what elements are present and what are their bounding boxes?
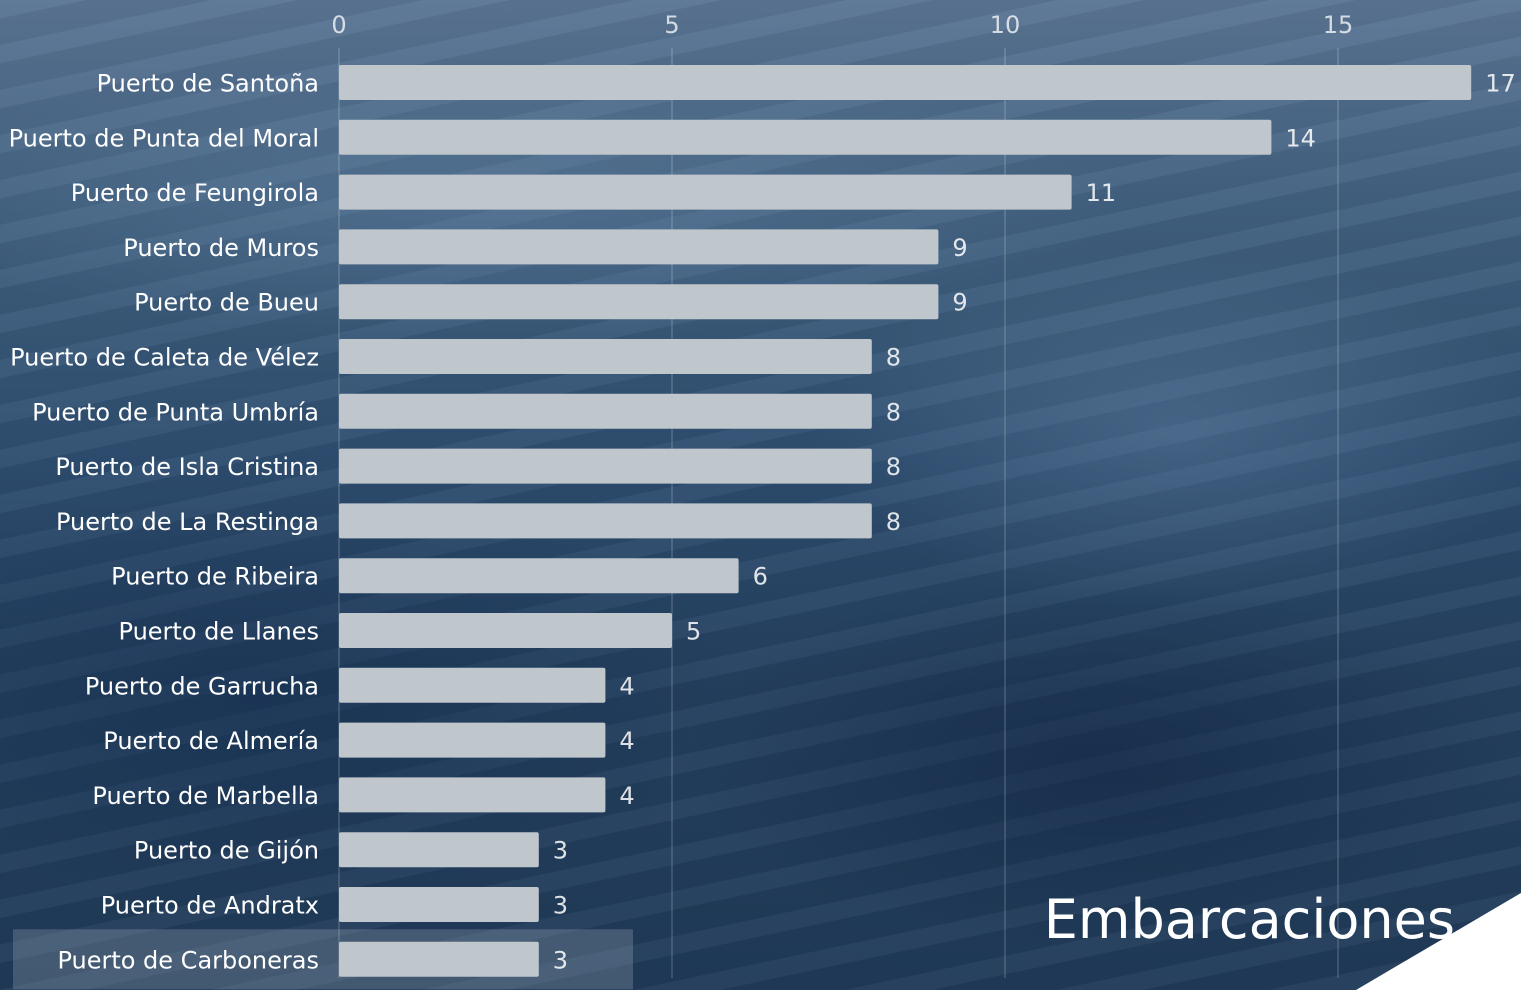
- category-label: Puerto de Marbella: [92, 782, 319, 810]
- value-labels: 17 14 11 9 9 8 8 8 8 6 5 4 4 4 3 3 3: [553, 70, 1516, 975]
- category-label: Puerto de Feungirola: [71, 179, 319, 207]
- value-label: 8: [886, 398, 901, 426]
- category-label: Puerto de Punta Umbría: [32, 398, 319, 426]
- x-tick-label: 0: [331, 11, 346, 39]
- category-label: Puerto de Santoña: [97, 70, 319, 98]
- value-label: 11: [1086, 179, 1117, 207]
- category-labels: Puerto de Santoña Puerto de Punta del Mor…: [9, 70, 319, 975]
- category-label: Puerto de Ribeira: [111, 563, 319, 591]
- value-label: 14: [1285, 124, 1316, 152]
- value-label: 6: [753, 563, 768, 591]
- value-label: 4: [619, 782, 634, 810]
- x-tick-label: 5: [664, 11, 679, 39]
- bar: [339, 941, 539, 977]
- category-label: Puerto de Caleta de Vélez: [10, 344, 319, 372]
- bar: [339, 229, 939, 265]
- bar: [339, 339, 872, 374]
- category-label: Puerto de Bueu: [134, 289, 319, 317]
- category-label: Puerto de Gijón: [134, 837, 319, 865]
- category-label: Puerto de Isla Cristina: [55, 453, 319, 481]
- value-label: 3: [553, 837, 568, 865]
- legend-series-name: Embarcaciones: [1044, 888, 1455, 951]
- value-label: 9: [952, 234, 967, 262]
- value-label: 8: [886, 508, 901, 536]
- value-label: 9: [952, 289, 967, 317]
- category-label: Puerto de Muros: [123, 234, 319, 262]
- value-label: 4: [619, 727, 634, 755]
- bar: [339, 613, 672, 648]
- bar: [339, 722, 606, 758]
- value-label: 4: [619, 672, 634, 700]
- bar: [339, 558, 739, 594]
- category-label: Puerto de Almería: [103, 727, 319, 755]
- legend: Embarcaciones: [1044, 888, 1521, 990]
- category-label: Puerto de Garrucha: [85, 672, 319, 700]
- bar: [339, 448, 872, 484]
- value-label: 3: [553, 892, 568, 920]
- x-tick-label: 15: [1323, 11, 1354, 39]
- category-label: Puerto de Andratx: [101, 892, 319, 920]
- bar: [339, 174, 1072, 210]
- value-label: 8: [886, 453, 901, 481]
- value-label: 17: [1485, 70, 1516, 98]
- category-label: Puerto de La Restinga: [56, 508, 319, 536]
- bar: [339, 393, 872, 429]
- bar: [339, 777, 606, 813]
- x-tick-label: 10: [990, 11, 1021, 39]
- bar: [339, 503, 872, 539]
- value-label: 5: [686, 618, 701, 646]
- bar: [339, 832, 539, 868]
- x-axis-ticks: 0 5 10 15: [331, 11, 1353, 39]
- bar: [339, 887, 539, 922]
- bar: [339, 119, 1272, 155]
- bar: [339, 667, 606, 703]
- value-label: 8: [886, 344, 901, 372]
- category-label: Puerto de Carboneras: [57, 946, 319, 974]
- bar: [339, 284, 939, 320]
- value-label: 3: [553, 946, 568, 974]
- legend-corner-shape: [1356, 893, 1521, 990]
- category-label: Puerto de Punta del Moral: [9, 124, 319, 152]
- bars: [339, 65, 1472, 977]
- bar: [339, 65, 1472, 100]
- category-label: Puerto de Llanes: [119, 618, 319, 646]
